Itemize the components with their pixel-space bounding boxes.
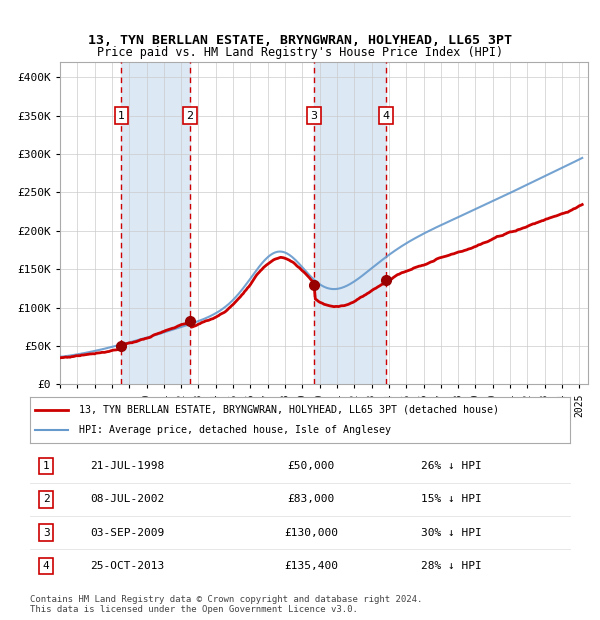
Text: 3: 3 — [310, 111, 317, 121]
Text: £135,400: £135,400 — [284, 561, 338, 571]
Text: 03-SEP-2009: 03-SEP-2009 — [90, 528, 164, 538]
Text: 2: 2 — [187, 111, 194, 121]
Text: 13, TYN BERLLAN ESTATE, BRYNGWRAN, HOLYHEAD, LL65 3PT: 13, TYN BERLLAN ESTATE, BRYNGWRAN, HOLYH… — [88, 34, 512, 46]
Text: Price paid vs. HM Land Registry's House Price Index (HPI): Price paid vs. HM Land Registry's House … — [97, 46, 503, 59]
Text: 4: 4 — [382, 111, 389, 121]
Text: 26% ↓ HPI: 26% ↓ HPI — [421, 461, 482, 471]
Text: 08-JUL-2002: 08-JUL-2002 — [90, 495, 164, 505]
Bar — [121, 62, 190, 384]
Text: HPI: Average price, detached house, Isle of Anglesey: HPI: Average price, detached house, Isle… — [79, 425, 391, 435]
Text: 30% ↓ HPI: 30% ↓ HPI — [421, 528, 482, 538]
Text: Contains HM Land Registry data © Crown copyright and database right 2024.
This d: Contains HM Land Registry data © Crown c… — [30, 595, 422, 614]
Text: £130,000: £130,000 — [284, 528, 338, 538]
Text: 1: 1 — [43, 461, 50, 471]
Text: 2: 2 — [43, 495, 50, 505]
Text: £50,000: £50,000 — [287, 461, 334, 471]
Text: 1: 1 — [118, 111, 125, 121]
Text: 3: 3 — [43, 528, 50, 538]
Text: 21-JUL-1998: 21-JUL-1998 — [90, 461, 164, 471]
Text: 28% ↓ HPI: 28% ↓ HPI — [421, 561, 482, 571]
Text: 15% ↓ HPI: 15% ↓ HPI — [421, 495, 482, 505]
Text: 13, TYN BERLLAN ESTATE, BRYNGWRAN, HOLYHEAD, LL65 3PT (detached house): 13, TYN BERLLAN ESTATE, BRYNGWRAN, HOLYH… — [79, 405, 499, 415]
Text: 4: 4 — [43, 561, 50, 571]
Text: 25-OCT-2013: 25-OCT-2013 — [90, 561, 164, 571]
Text: £83,000: £83,000 — [287, 495, 334, 505]
Bar — [314, 62, 386, 384]
